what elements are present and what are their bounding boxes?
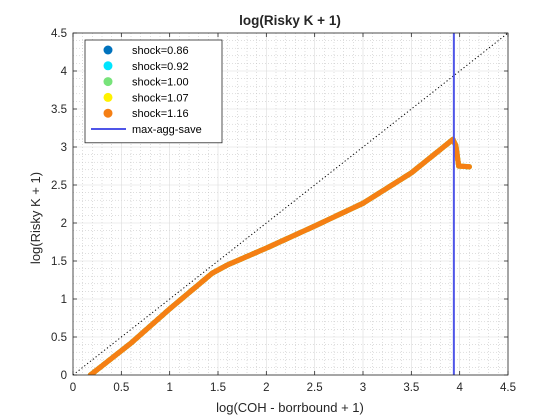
x-tick-label: 1 — [166, 382, 172, 394]
plot-frame — [72, 32, 509, 376]
legend-marker — [103, 108, 113, 118]
y-tick-label: 2.5 — [51, 180, 67, 192]
y-tick-label: 3.5 — [51, 104, 67, 116]
legend-marker — [103, 77, 113, 87]
legend-box — [84, 39, 223, 144]
y-tick-label: 4 — [61, 66, 68, 78]
data-point — [466, 164, 472, 170]
y-tick-label: 2 — [61, 218, 67, 230]
x-tick-label: 3.5 — [403, 382, 419, 394]
y-tick-label: 1.5 — [51, 256, 67, 268]
legend-item: shock=0.86 — [103, 45, 189, 57]
legend-label: shock=1.07 — [132, 92, 189, 104]
y-tick-label: 0.5 — [51, 332, 67, 344]
legend-label: max-agg-save — [132, 124, 202, 136]
legend-marker — [103, 45, 113, 55]
series-shock=1.16 — [87, 136, 472, 375]
data-layer — [73, 33, 508, 375]
x-axis-label: log(COH - borrbound + 1) — [216, 400, 364, 415]
y-tick-label: 4.5 — [51, 28, 67, 40]
y-tick-label: 1 — [61, 294, 67, 306]
y-tick-label: 0 — [61, 370, 67, 382]
legend-marker — [103, 92, 113, 102]
x-axis-ticks: 0 0.5 1 1.5 2 2.5 3 3.5 4 4.5 — [70, 33, 516, 394]
y-axis-label: log(Risky K + 1) — [28, 172, 43, 264]
legend-item: max-agg-save — [91, 124, 202, 136]
legend: shock=0.86 shock=0.92 shock=1.00 shock=1.07… — [84, 39, 223, 144]
x-tick-label: 4.5 — [500, 382, 516, 394]
legend-item: shock=1.00 — [103, 77, 189, 89]
diagonal-reference-line — [73, 33, 508, 375]
legend-item: shock=1.07 — [103, 92, 189, 104]
x-tick-label: 0.5 — [113, 382, 129, 394]
series-layer — [87, 136, 472, 375]
legend-label: shock=1.16 — [132, 108, 189, 120]
x-tick-label: 1.5 — [210, 382, 226, 394]
legend-item: shock=1.16 — [103, 108, 189, 120]
legend-label: shock=0.92 — [132, 61, 189, 73]
x-tick-label: 3 — [360, 382, 366, 394]
legend-label: shock=0.86 — [132, 45, 189, 57]
y-tick-label: 3 — [61, 142, 67, 154]
y-axis-ticks: 0 0.5 1 1.5 2 2.5 3 3.5 4 4.5 — [51, 28, 508, 382]
chart-title: log(Risky K + 1) — [239, 13, 341, 28]
legend-label: shock=1.00 — [132, 77, 189, 89]
x-tick-label: 0 — [70, 382, 76, 394]
legend-item: shock=0.92 — [103, 61, 189, 73]
x-tick-label: 2 — [263, 382, 269, 394]
legend-marker — [103, 61, 113, 71]
legend-items: shock=0.86 shock=0.92 shock=1.00 shock=1.07… — [91, 45, 202, 136]
x-tick-label: 2.5 — [307, 382, 323, 394]
x-tick-label: 4 — [456, 382, 463, 394]
